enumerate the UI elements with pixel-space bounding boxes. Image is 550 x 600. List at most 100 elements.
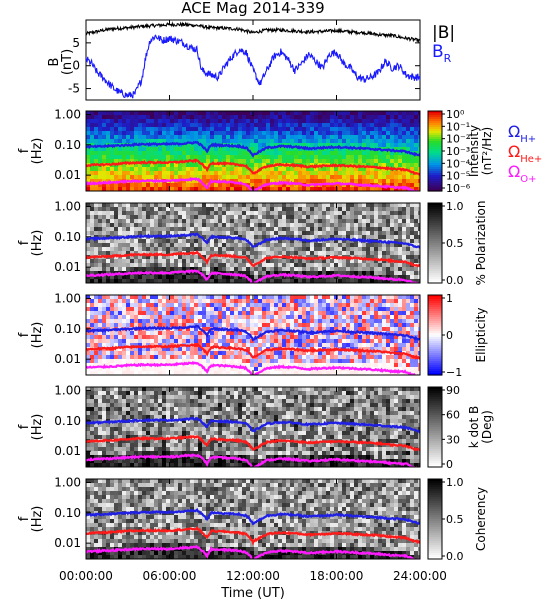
spectrogram-panels: 1.000.100.01f(Hz)10⁰10⁻¹10⁻²10⁻³10⁻⁴10⁻⁵… bbox=[17, 107, 494, 563]
omega-o-line bbox=[86, 269, 419, 283]
omega-he-line bbox=[86, 342, 420, 360]
colorbar-label: Ellipticity bbox=[474, 308, 488, 363]
colorbar-label: k dot B bbox=[467, 406, 481, 448]
colorbar-tick-label: 10⁻⁵ bbox=[446, 170, 470, 183]
time-tick-label: 12:00:00 bbox=[226, 569, 280, 583]
panel-coherency: 1.00 0.10 0.01 f(Hz) 1.0 0.5 0.0 Coherency bbox=[17, 475, 488, 563]
colorbar-label: Intensity bbox=[467, 125, 481, 177]
freq-ylabel: f bbox=[17, 516, 32, 521]
freq-tick-label: 1.00 bbox=[54, 383, 81, 397]
omega-he-line bbox=[86, 434, 420, 452]
polarization-cells bbox=[86, 203, 420, 283]
time-tick-label: 06:00:00 bbox=[143, 569, 197, 583]
coherency-cells bbox=[86, 479, 420, 559]
x-axis-label: Time (UT) bbox=[220, 586, 285, 600]
freq-tick-label: 0.10 bbox=[54, 506, 81, 520]
colorbar-tick-label: 1.0 bbox=[446, 476, 464, 489]
b-y-tick-label: -5 bbox=[68, 82, 80, 96]
freq-ylabel: f bbox=[17, 424, 32, 429]
time-tick-label: 18:00:00 bbox=[310, 569, 364, 583]
freq-tick-label: 1.00 bbox=[54, 475, 81, 489]
b-ylabel-unit: (nT) bbox=[60, 49, 75, 75]
time-tick-label: 24:00:00 bbox=[393, 569, 447, 583]
omega-h-line bbox=[86, 232, 420, 249]
colorbar-tick-label: 10⁻⁴ bbox=[446, 157, 471, 170]
freq-tick-label: 0.01 bbox=[54, 168, 81, 182]
freq-tick-label: 1.00 bbox=[54, 199, 81, 213]
colorbar-tick-label: 10⁻⁶ bbox=[446, 182, 471, 195]
colorbar-tick-label: 0 bbox=[446, 458, 453, 471]
freq-ylabel-unit: (Hz) bbox=[30, 230, 45, 257]
omega-h-line bbox=[86, 324, 420, 342]
legend-omega-h: ΩH+ bbox=[508, 122, 536, 145]
b-radial-line bbox=[86, 34, 420, 99]
colorbar-tick-label: 10⁻³ bbox=[446, 145, 470, 158]
freq-tick-label: 0.01 bbox=[54, 352, 81, 366]
colorbar-tick-label: 0.5 bbox=[446, 513, 464, 526]
freq-ylabel-unit: (Hz) bbox=[30, 138, 45, 165]
freq-tick-label: 0.10 bbox=[54, 414, 81, 428]
freq-ylabel: f bbox=[17, 332, 32, 337]
b-y-tick-label: 5 bbox=[72, 36, 80, 50]
colorbar-tick-label: −1 bbox=[446, 366, 462, 379]
omega-o-line bbox=[86, 360, 420, 375]
ellipticity-cells bbox=[86, 295, 420, 375]
freq-tick-label: 0.01 bbox=[54, 536, 81, 550]
colorbar-tick-label: 0.5 bbox=[446, 237, 464, 250]
colorbar-tick-label: 10⁻² bbox=[446, 133, 470, 146]
colorbar-tick-label: 0 bbox=[446, 329, 453, 342]
legend-b-radial: BR bbox=[432, 42, 452, 65]
colorbar-tick-label: 0.0 bbox=[446, 550, 464, 563]
freq-ylabel-unit: (Hz) bbox=[30, 506, 45, 533]
b-total-line bbox=[86, 21, 420, 44]
kdotb-cells bbox=[86, 387, 420, 467]
colorbar-label: (Deg) bbox=[480, 410, 494, 444]
freq-ylabel: f bbox=[17, 148, 32, 153]
omega-h-line bbox=[86, 141, 420, 158]
colorbar-tick-label: 30 bbox=[446, 433, 460, 446]
legend-omega-o: ΩO+ bbox=[508, 162, 536, 185]
chart-title: ACE Mag 2014-339 bbox=[181, 0, 324, 17]
omega-he-line bbox=[86, 158, 420, 176]
intensity-cells bbox=[86, 111, 420, 191]
panel-kdotb: 1.00 0.10 0.01 f(Hz) 90 60 30 0 k dot B (Deg) bbox=[17, 383, 494, 471]
omega-h-line bbox=[86, 507, 420, 526]
panel-polarization: 1.00 0.10 0.01 f(Hz) 1.0 0.5 0.0 % Polarization bbox=[17, 199, 488, 287]
colorbar-label: % Polarization bbox=[474, 201, 488, 286]
omega-he-line bbox=[86, 526, 420, 546]
b-y-ticks: 5 0 -5 bbox=[68, 36, 420, 96]
freq-ylabel-unit: (Hz) bbox=[30, 414, 45, 441]
freq-ylabel: f bbox=[17, 240, 32, 245]
colorbar-tick-label: 90 bbox=[446, 384, 460, 397]
freq-tick-label: 1.00 bbox=[54, 291, 81, 305]
omega-h-line bbox=[86, 416, 420, 434]
gyro-legend: ΩH+ ΩHe+ ΩO+ bbox=[508, 122, 542, 185]
colorbar-label: Coherency bbox=[474, 487, 488, 551]
colorbar-tick-label: 1.0 bbox=[446, 200, 464, 213]
omega-he-line bbox=[86, 250, 420, 268]
kdotb-colorbar: 90 60 30 0 k dot B (Deg) bbox=[427, 384, 494, 471]
freq-tick-label: 0.01 bbox=[54, 444, 81, 458]
polarization-colorbar: 1.0 0.5 0.0 % Polarization bbox=[427, 200, 488, 287]
freq-tick-label: 0.10 bbox=[54, 138, 81, 152]
omega-o-line bbox=[86, 453, 420, 467]
freq-tick-label: 1.00 bbox=[54, 107, 81, 121]
freq-tick-label: 0.10 bbox=[54, 322, 81, 336]
colorbar-tick-label: 60 bbox=[446, 409, 460, 422]
freq-tick-label: 0.01 bbox=[54, 260, 81, 274]
colorbar-tick-label: 10⁻¹ bbox=[446, 120, 470, 133]
omega-o-line bbox=[86, 544, 420, 559]
legend-b-total: |B| bbox=[432, 23, 455, 43]
freq-tick-label: 0.10 bbox=[54, 230, 81, 244]
colorbar-tick-label: 0.0 bbox=[446, 274, 464, 287]
ellipticity-colorbar: 1 0 −1 Ellipticity bbox=[427, 292, 488, 379]
colorbar-tick-label: 1 bbox=[446, 292, 453, 305]
colorbar-tick-label: 10⁰ bbox=[446, 108, 465, 121]
coherency-colorbar: 1.0 0.5 0.0 Coherency bbox=[427, 476, 488, 563]
omega-o-line bbox=[86, 177, 420, 191]
freq-ylabel-unit: (Hz) bbox=[30, 322, 45, 349]
panel-b-field: 5 0 -5 B (nT) |B| BR bbox=[47, 19, 455, 101]
panel-ellipticity: 1.00 0.10 0.01 f(Hz) 1 0 −1 Ellipticity bbox=[17, 291, 488, 379]
